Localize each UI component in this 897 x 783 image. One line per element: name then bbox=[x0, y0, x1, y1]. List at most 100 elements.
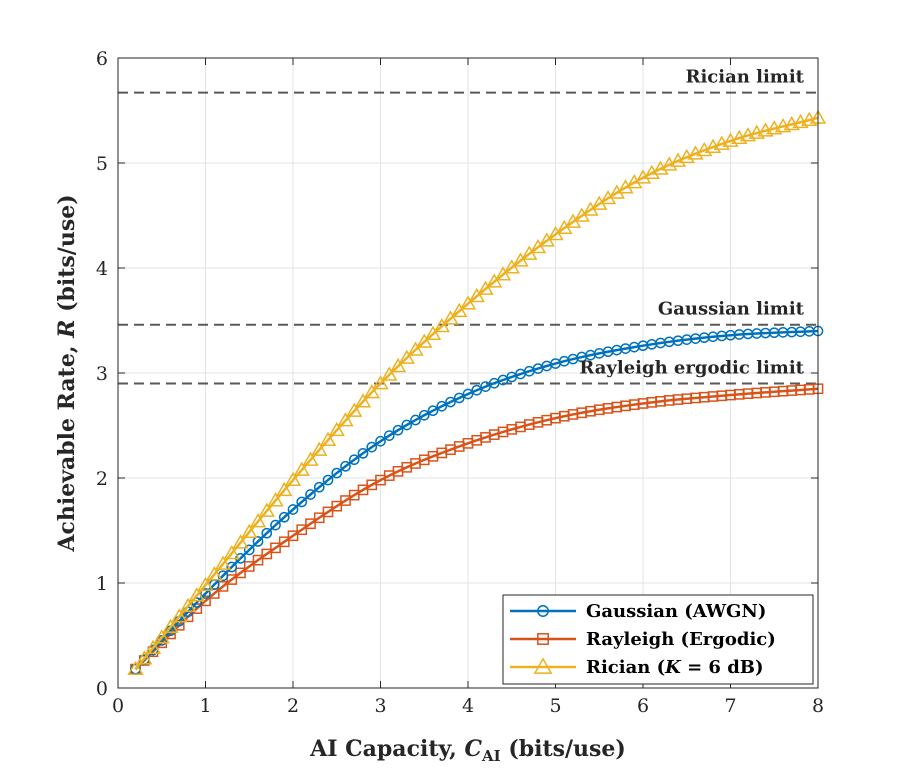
series-square bbox=[130, 383, 824, 675]
data-point-triangle bbox=[319, 431, 337, 446]
data-point-circle bbox=[278, 511, 290, 523]
data-point-triangle bbox=[442, 310, 459, 325]
legend: Gaussian (AWGN) Rayleigh (Ergodic) Rician … bbox=[502, 594, 814, 685]
series-line bbox=[134, 329, 819, 670]
grid bbox=[118, 58, 818, 688]
data-point-triangle bbox=[214, 555, 232, 570]
data-point-triangle bbox=[533, 657, 553, 674]
legend-label: Gaussian (AWGN) bbox=[586, 601, 766, 622]
data-point-circle bbox=[331, 467, 343, 479]
data-point-triangle bbox=[241, 523, 258, 538]
data-point-triangle bbox=[626, 174, 643, 189]
y-tick-label: 1 bbox=[96, 573, 108, 595]
y-tick-label: 2 bbox=[96, 468, 108, 490]
data-point-triangle bbox=[258, 502, 275, 517]
data-point-square bbox=[340, 495, 351, 506]
data-point-square bbox=[322, 506, 334, 518]
x-tick-label: 6 bbox=[637, 695, 649, 717]
y-tick-label: 6 bbox=[96, 48, 108, 70]
data-point-square bbox=[252, 554, 264, 566]
data-point-circle bbox=[305, 489, 316, 500]
data-point-triangle bbox=[486, 273, 503, 288]
data-point-triangle bbox=[451, 302, 468, 318]
data-point-triangle bbox=[346, 402, 363, 417]
data-point-triangle bbox=[162, 618, 179, 634]
data-point-circle bbox=[375, 435, 386, 447]
data-point-triangle bbox=[503, 259, 520, 274]
data-point-triangle bbox=[372, 375, 389, 390]
data-point-triangle bbox=[249, 513, 267, 528]
data-point-triangle bbox=[337, 412, 354, 427]
data-point-circle bbox=[287, 504, 299, 515]
data-point-circle bbox=[243, 544, 255, 556]
legend-entry: Rician (K = 6 dB) bbox=[510, 657, 764, 678]
x-tick-label: 0 bbox=[112, 695, 124, 717]
y-axis-label: Achievable Rate, R (bits/use) bbox=[54, 194, 80, 552]
data-point-triangle bbox=[171, 608, 188, 623]
x-tick-label: 3 bbox=[374, 695, 386, 717]
y-tick-label: 0 bbox=[96, 678, 108, 700]
limit-lines bbox=[118, 91, 818, 385]
data-point-circle bbox=[410, 414, 421, 426]
y-tick-label: 3 bbox=[96, 363, 108, 385]
data-point-circle bbox=[462, 388, 474, 400]
x-tick-label: 1 bbox=[199, 695, 211, 717]
data-point-triangle bbox=[144, 639, 162, 655]
data-point-circle bbox=[313, 481, 325, 493]
data-point-square bbox=[270, 542, 281, 554]
data-point-triangle bbox=[302, 451, 319, 466]
data-point-square bbox=[537, 633, 549, 645]
limit-annotation: Rician limit bbox=[686, 67, 805, 88]
data-point-triangle bbox=[398, 349, 415, 364]
data-point-triangle bbox=[416, 333, 433, 348]
data-point-triangle bbox=[433, 317, 450, 333]
data-point-circle bbox=[392, 424, 404, 436]
data-point-triangle bbox=[477, 280, 494, 295]
data-point-triangle bbox=[494, 266, 512, 281]
data-point-triangle bbox=[389, 357, 407, 373]
data-point-triangle bbox=[381, 366, 398, 381]
x-axis-ticks: 0 1 2 3 4 5 6 7 8 bbox=[112, 58, 824, 717]
y-tick-label: 4 bbox=[96, 258, 108, 280]
data-point-circle bbox=[296, 496, 308, 508]
series-layer bbox=[127, 109, 827, 676]
data-point-triangle bbox=[179, 597, 197, 613]
data-point-triangle bbox=[206, 566, 223, 581]
data-point-triangle bbox=[363, 384, 380, 399]
data-point-circle bbox=[252, 536, 264, 547]
data-point-circle bbox=[436, 400, 448, 412]
limit-annotations: Rician limit Gaussian limit Rayleigh ergod… bbox=[579, 67, 804, 379]
data-point-triangle bbox=[136, 650, 153, 665]
data-point-square bbox=[235, 567, 246, 579]
data-point-circle bbox=[357, 447, 369, 459]
data-point-square bbox=[287, 530, 299, 542]
data-point-triangle bbox=[153, 629, 170, 644]
data-point-circle bbox=[340, 460, 351, 472]
data-point-circle bbox=[418, 409, 430, 421]
series-line bbox=[134, 387, 819, 670]
legend-label: Rayleigh (Ergodic) bbox=[586, 629, 776, 650]
data-point-triangle bbox=[188, 587, 205, 602]
data-point-square bbox=[243, 561, 255, 572]
data-point-circle bbox=[427, 405, 439, 417]
data-point-triangle bbox=[407, 341, 424, 356]
data-point-triangle bbox=[267, 492, 284, 507]
data-point-square bbox=[226, 574, 238, 585]
data-point-circle bbox=[453, 392, 465, 404]
limit-annotation: Gaussian limit bbox=[658, 299, 805, 320]
y-tick-label: 5 bbox=[96, 153, 108, 175]
data-point-triangle bbox=[232, 534, 249, 549]
data-point-circle bbox=[366, 441, 378, 453]
data-point-circle bbox=[200, 588, 211, 599]
legend-entry: Rayleigh (Ergodic) bbox=[510, 629, 776, 650]
series-triangle bbox=[127, 109, 827, 676]
x-tick-label: 2 bbox=[287, 695, 299, 717]
x-axis-label: AI Capacity, CAI (bits/use) bbox=[309, 736, 626, 765]
x-tick-label: 5 bbox=[549, 695, 561, 717]
x-tick-label: 8 bbox=[812, 695, 824, 717]
data-point-triangle bbox=[293, 461, 310, 476]
data-point-triangle bbox=[197, 576, 214, 592]
data-point-circle bbox=[401, 419, 413, 431]
data-point-square bbox=[296, 524, 308, 536]
data-point-circle bbox=[480, 381, 491, 392]
